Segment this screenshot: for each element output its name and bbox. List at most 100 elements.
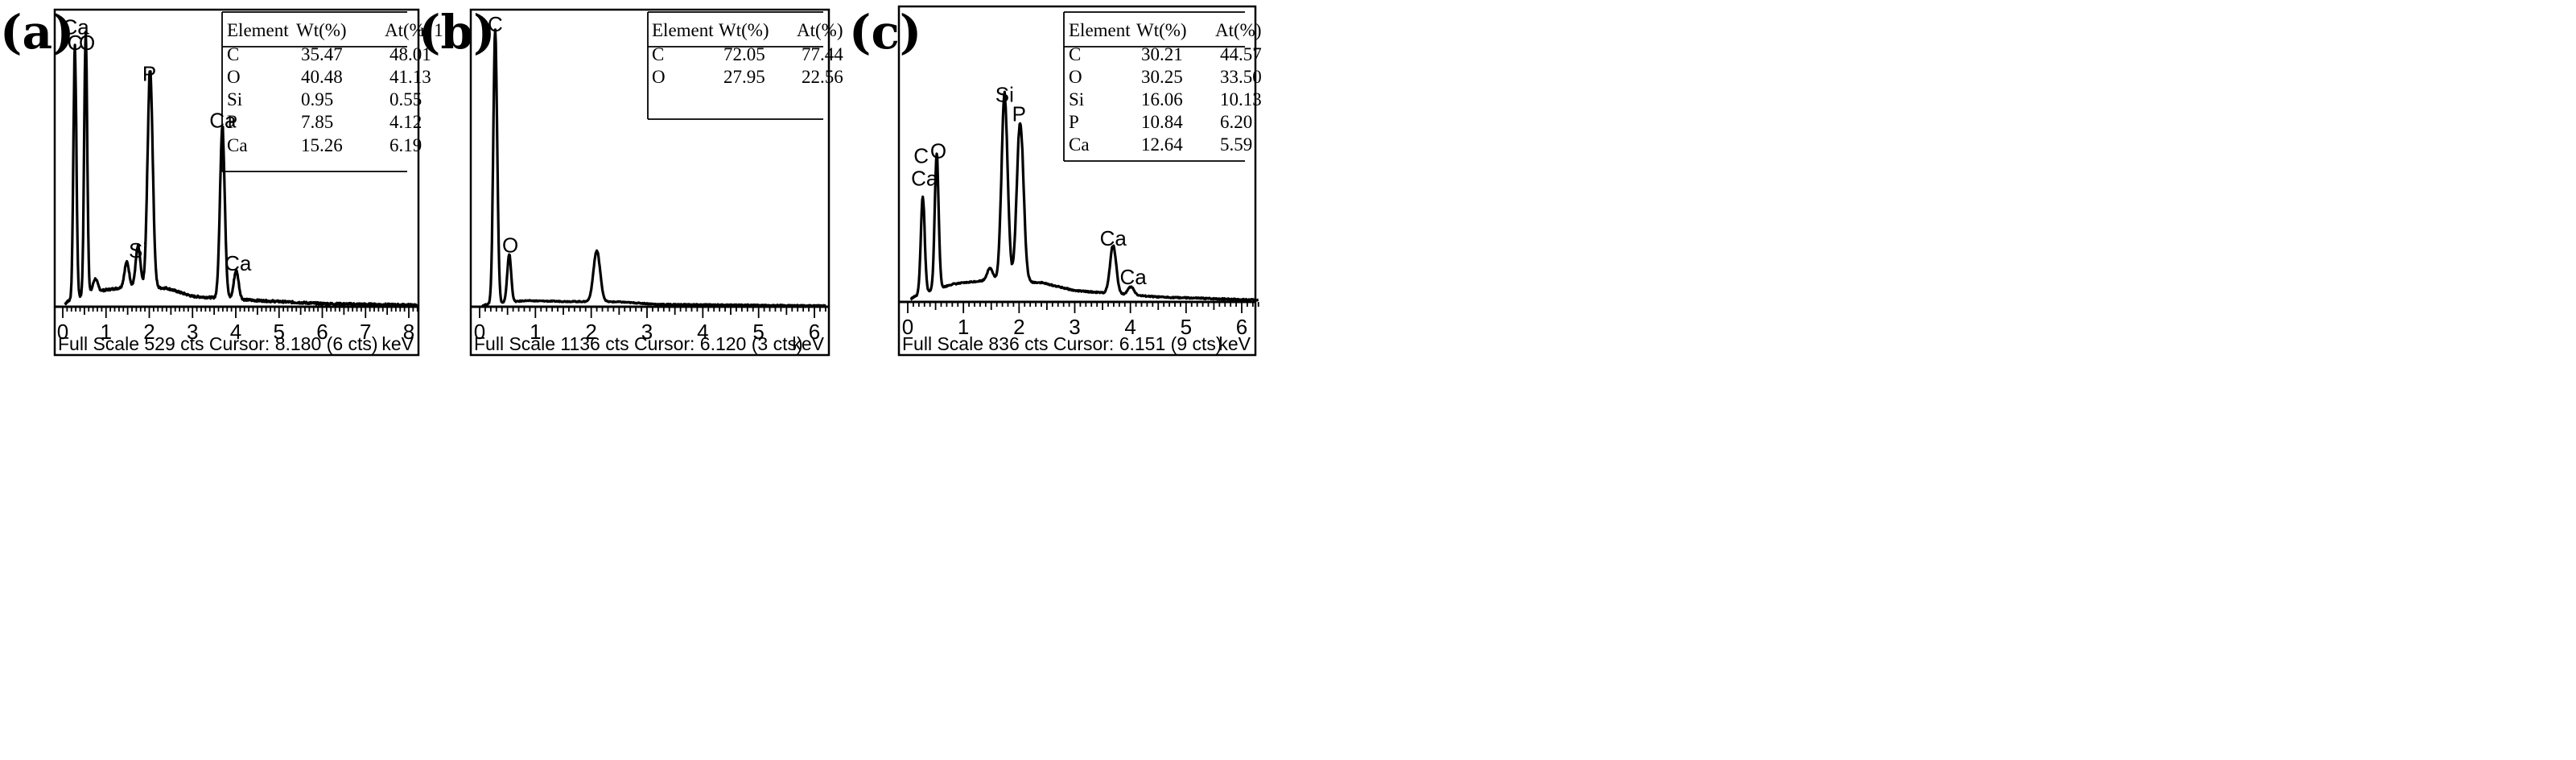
table-cell: C xyxy=(1069,44,1081,64)
table-cell: 72.05 xyxy=(723,44,765,64)
table-header-suffix: n 1 xyxy=(420,20,443,40)
table-cell: C xyxy=(652,44,664,64)
peak-label: Si xyxy=(129,238,147,262)
plot-frame xyxy=(897,5,1257,357)
table-cell: 35.47 xyxy=(301,44,343,64)
x-tick-label: 4 xyxy=(1124,315,1136,339)
footer-text: Full Scale 836 cts Cursor: 6.151 (9 cts) xyxy=(902,333,1222,354)
x-tick-label: 6 xyxy=(1236,315,1247,339)
panel-label: (a) xyxy=(0,5,74,60)
x-tick-label: 5 xyxy=(1181,315,1192,339)
x-axis-unit: keV xyxy=(381,333,414,354)
peak-label: Ca xyxy=(1120,265,1148,289)
element-table: Element Wt(%) At(%)n 1 C 35.47 48.01 O 40.48 41.… xyxy=(221,11,443,172)
table-cell: Ca xyxy=(1069,134,1090,155)
table-cell: 16.06 xyxy=(1141,89,1183,109)
table-cell: O xyxy=(652,67,666,87)
peak-label: C xyxy=(913,144,929,168)
element-table: Element Wt(%) At(%) C 30.21 44.57 O 30.25 33.50 S… xyxy=(1063,11,1262,162)
peak-label: O xyxy=(502,233,518,257)
x-tick-label: 0 xyxy=(57,320,68,344)
panel-label: (b) xyxy=(418,5,495,60)
x-tick-label: 1 xyxy=(101,320,112,344)
table-header: Element xyxy=(227,20,289,40)
peak-label: Ca xyxy=(225,251,252,275)
table-cell: Si xyxy=(1069,89,1084,109)
table-cell: C xyxy=(227,44,239,64)
x-tick-label: 2 xyxy=(1013,315,1024,339)
footer-text: Full Scale 529 cts Cursor: 8.180 (6 cts) xyxy=(58,333,378,354)
table-header: Element xyxy=(652,20,714,40)
table-cell: O xyxy=(227,67,241,87)
peak-label: Ca xyxy=(63,15,90,39)
x-tick-label: 5 xyxy=(274,320,285,344)
table-cell: 12.64 xyxy=(1141,134,1183,155)
peak-label: Ca xyxy=(209,109,237,133)
x-tick-label: 1 xyxy=(958,315,969,339)
table-header: Element xyxy=(1069,20,1131,40)
x-tick-label: 6 xyxy=(809,320,820,344)
x-tick-label: 1 xyxy=(530,320,541,344)
peak-label: O xyxy=(79,31,95,55)
table-cell: 30.25 xyxy=(1141,67,1183,87)
x-axis-unit: keV xyxy=(1218,333,1251,354)
table-cell: 48.01 xyxy=(389,44,431,64)
eds-panel-c: 0 1 2 3 4 5 6 Full Scale 836 cts Cursor: 6.151 … xyxy=(849,5,1262,357)
table-cell: 41.13 xyxy=(389,67,431,87)
plot-frame xyxy=(469,8,831,357)
peak-label: O xyxy=(930,139,946,163)
table-cell: Ca xyxy=(227,135,248,155)
x-tick-label: 5 xyxy=(752,320,764,344)
table-cell: 40.48 xyxy=(301,67,343,87)
x-tick-label: 4 xyxy=(697,320,708,344)
x-tick-label: 2 xyxy=(585,320,596,344)
table-cell: P xyxy=(1069,112,1079,132)
spectrum-line xyxy=(481,28,826,308)
x-tick-label: 3 xyxy=(641,320,653,344)
panel-label: (c) xyxy=(849,5,921,60)
peak-label: C xyxy=(68,31,83,55)
peak-label: P xyxy=(1012,102,1026,126)
x-tick-label: 3 xyxy=(1069,315,1080,339)
table-cell: 44.57 xyxy=(1220,44,1262,64)
x-tick-label: 4 xyxy=(230,320,241,344)
spectrum-line xyxy=(64,31,419,308)
eds-panel-a: 0 1 2 3 4 5 6 7 8 Full Scale 529 cts Cursor: 8.18… xyxy=(0,5,443,357)
table-cell: 15.26 xyxy=(301,135,343,155)
table-cell: 33.50 xyxy=(1220,67,1262,87)
x-tick-label: 0 xyxy=(902,315,913,339)
x-tick-label: 7 xyxy=(360,320,371,344)
table-cell: Si xyxy=(227,89,242,109)
peak-label: C xyxy=(488,12,503,36)
footer-text: Full Scale 1136 cts Cursor: 6.120 (3 cts… xyxy=(474,333,803,354)
peak-label: Ca xyxy=(1100,226,1127,250)
table-header: At(%) xyxy=(797,20,843,40)
table-cell: 0.55 xyxy=(389,89,422,109)
table-cell: 22.56 xyxy=(802,67,843,87)
table-header: Wt(%) xyxy=(1136,20,1187,40)
x-tick-label: 6 xyxy=(316,320,328,344)
table-cell: 0.95 xyxy=(301,89,333,109)
table-cell: 10.84 xyxy=(1141,112,1183,132)
table-header: Wt(%) xyxy=(719,20,769,40)
table-cell: 4.12 xyxy=(389,112,422,132)
table-cell: 77.44 xyxy=(802,44,843,64)
peak-label: P xyxy=(142,62,156,86)
peak-label: Ca xyxy=(911,167,938,191)
table-header: Wt(%) xyxy=(296,20,347,40)
x-tick-label: 3 xyxy=(187,320,198,344)
table-cell: P xyxy=(227,112,237,132)
table-cell: 5.59 xyxy=(1220,134,1252,155)
table-header: At(%) xyxy=(1215,20,1261,40)
table-header: At(%) xyxy=(385,20,431,40)
table-cell: 10.13 xyxy=(1220,89,1262,109)
table-cell: 6.20 xyxy=(1220,112,1252,132)
x-tick-label: 2 xyxy=(143,320,155,344)
table-cell: 7.85 xyxy=(301,112,333,132)
table-cell: 27.95 xyxy=(723,67,765,87)
plot-frame xyxy=(53,8,420,357)
element-table: Element Wt(%) At(%) C 72.05 77.44 O 27.95 22.56 xyxy=(647,11,843,120)
table-cell: 6.19 xyxy=(389,135,422,155)
x-tick-label: 8 xyxy=(403,320,414,344)
